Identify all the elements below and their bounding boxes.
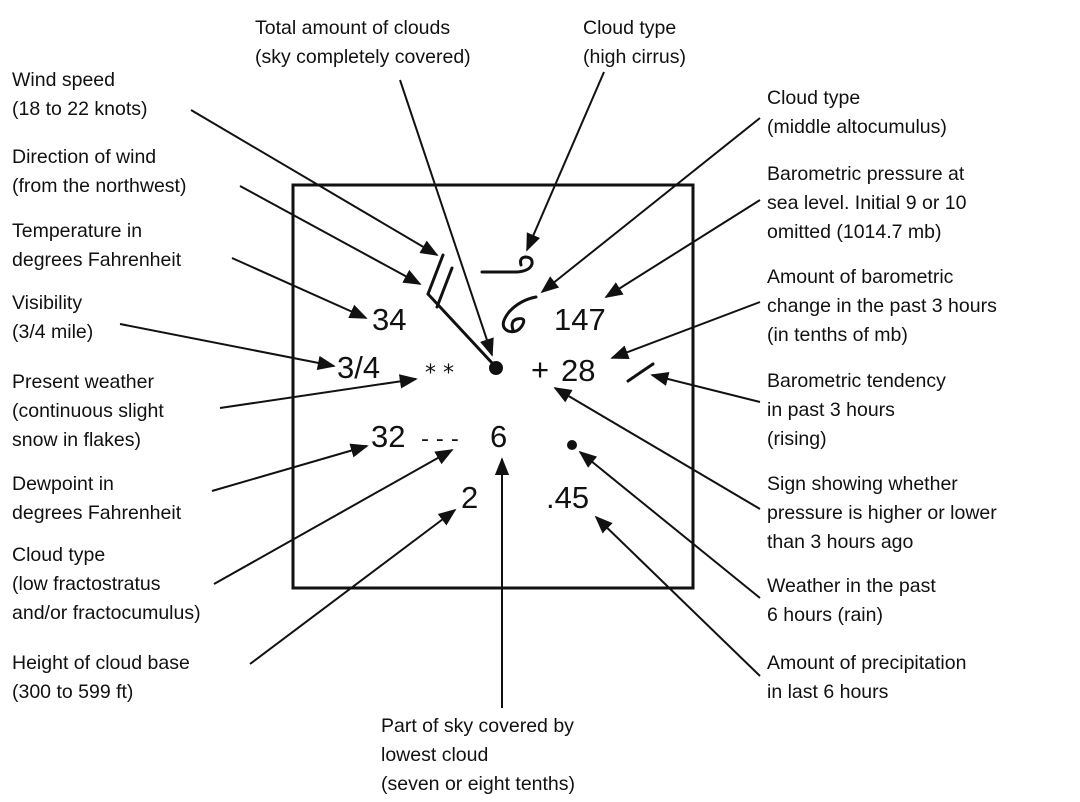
- leader-dewpoint: [211, 443, 369, 492]
- leader-total-clouds: [399, 79, 494, 357]
- pressure-sign: +: [531, 352, 549, 387]
- leader-present-weather: [219, 374, 418, 409]
- leader-pressure: [604, 199, 761, 298]
- leader-precip: [594, 515, 761, 677]
- low-cloud-label: Cloud type (low fractostratus and/or fra…: [12, 544, 201, 624]
- leader-high-cloud: [526, 71, 605, 252]
- leader-past-weather: [578, 450, 761, 599]
- past-rain-icon: [567, 440, 577, 450]
- leader-pressure-change: [610, 301, 761, 360]
- cloud-base-value: 2: [461, 480, 478, 515]
- pressure-label: Barometric pressure at sea level. Initia…: [767, 163, 972, 243]
- station-box: [291, 183, 695, 590]
- leader-wind-direction: [239, 185, 422, 285]
- precip-value: .45: [546, 480, 589, 515]
- leader-middle-cloud: [540, 117, 761, 294]
- leader-low-cloud: [213, 449, 454, 585]
- cloud-base-label: Height of cloud base (300 to 599 ft): [12, 652, 195, 703]
- leader-sign: [553, 387, 761, 510]
- sky-lowest-value: 6: [490, 419, 507, 454]
- present-weather-label: Present weather (continuous slight snow …: [12, 371, 169, 451]
- middle-altocumulus-icon: [501, 295, 538, 334]
- tendency-label: Barometric tendency in past 3 hours (ris…: [767, 370, 951, 450]
- pressure-value: 147: [554, 302, 606, 337]
- sky-lowest-label: Part of sky covered by lowest cloud (sev…: [381, 715, 579, 795]
- middle-cloud-label: Cloud type (middle altocumulus): [767, 87, 947, 138]
- pressure-change-label: Amount of barometric change in the past …: [767, 266, 1002, 346]
- pressure-change-value: 28: [561, 353, 595, 388]
- leader-lines: [119, 71, 761, 708]
- snow-icon: * *: [425, 361, 454, 386]
- visibility-value: 3/4: [337, 350, 380, 385]
- high-cloud-label: Cloud type (high cirrus): [583, 17, 686, 68]
- leader-tendency: [650, 371, 761, 403]
- sign-label: Sign showing whether pressure is higher …: [767, 473, 1002, 553]
- visibility-label: Visibility (3/4 mile): [12, 292, 93, 343]
- temperature-label: Temperature in degrees Fahrenheit: [12, 220, 182, 271]
- wind-direction-label: Direction of wind (from the northwest): [12, 146, 186, 197]
- leader-visibility: [119, 323, 336, 370]
- leader-temperature: [231, 257, 368, 319]
- tendency-rising-icon: [626, 362, 655, 383]
- dewpoint-label: Dewpoint in degrees Fahrenheit: [12, 473, 182, 524]
- dewpoint-value: 32: [371, 419, 405, 454]
- past-weather-label: Weather in the past 6 hours (rain): [767, 575, 941, 626]
- wind-speed-label: Wind speed (18 to 22 knots): [12, 69, 148, 120]
- temperature-value: 34: [372, 302, 406, 337]
- leader-wind-speed: [190, 109, 439, 256]
- leader-cloud-base: [249, 508, 457, 665]
- high-cirrus-icon: [480, 255, 534, 274]
- low-cloud-icon: - - -: [421, 427, 459, 452]
- precip-label: Amount of precipitation in last 6 hours: [767, 652, 972, 703]
- total-clouds-label: Total amount of clouds (sky completely c…: [255, 17, 471, 68]
